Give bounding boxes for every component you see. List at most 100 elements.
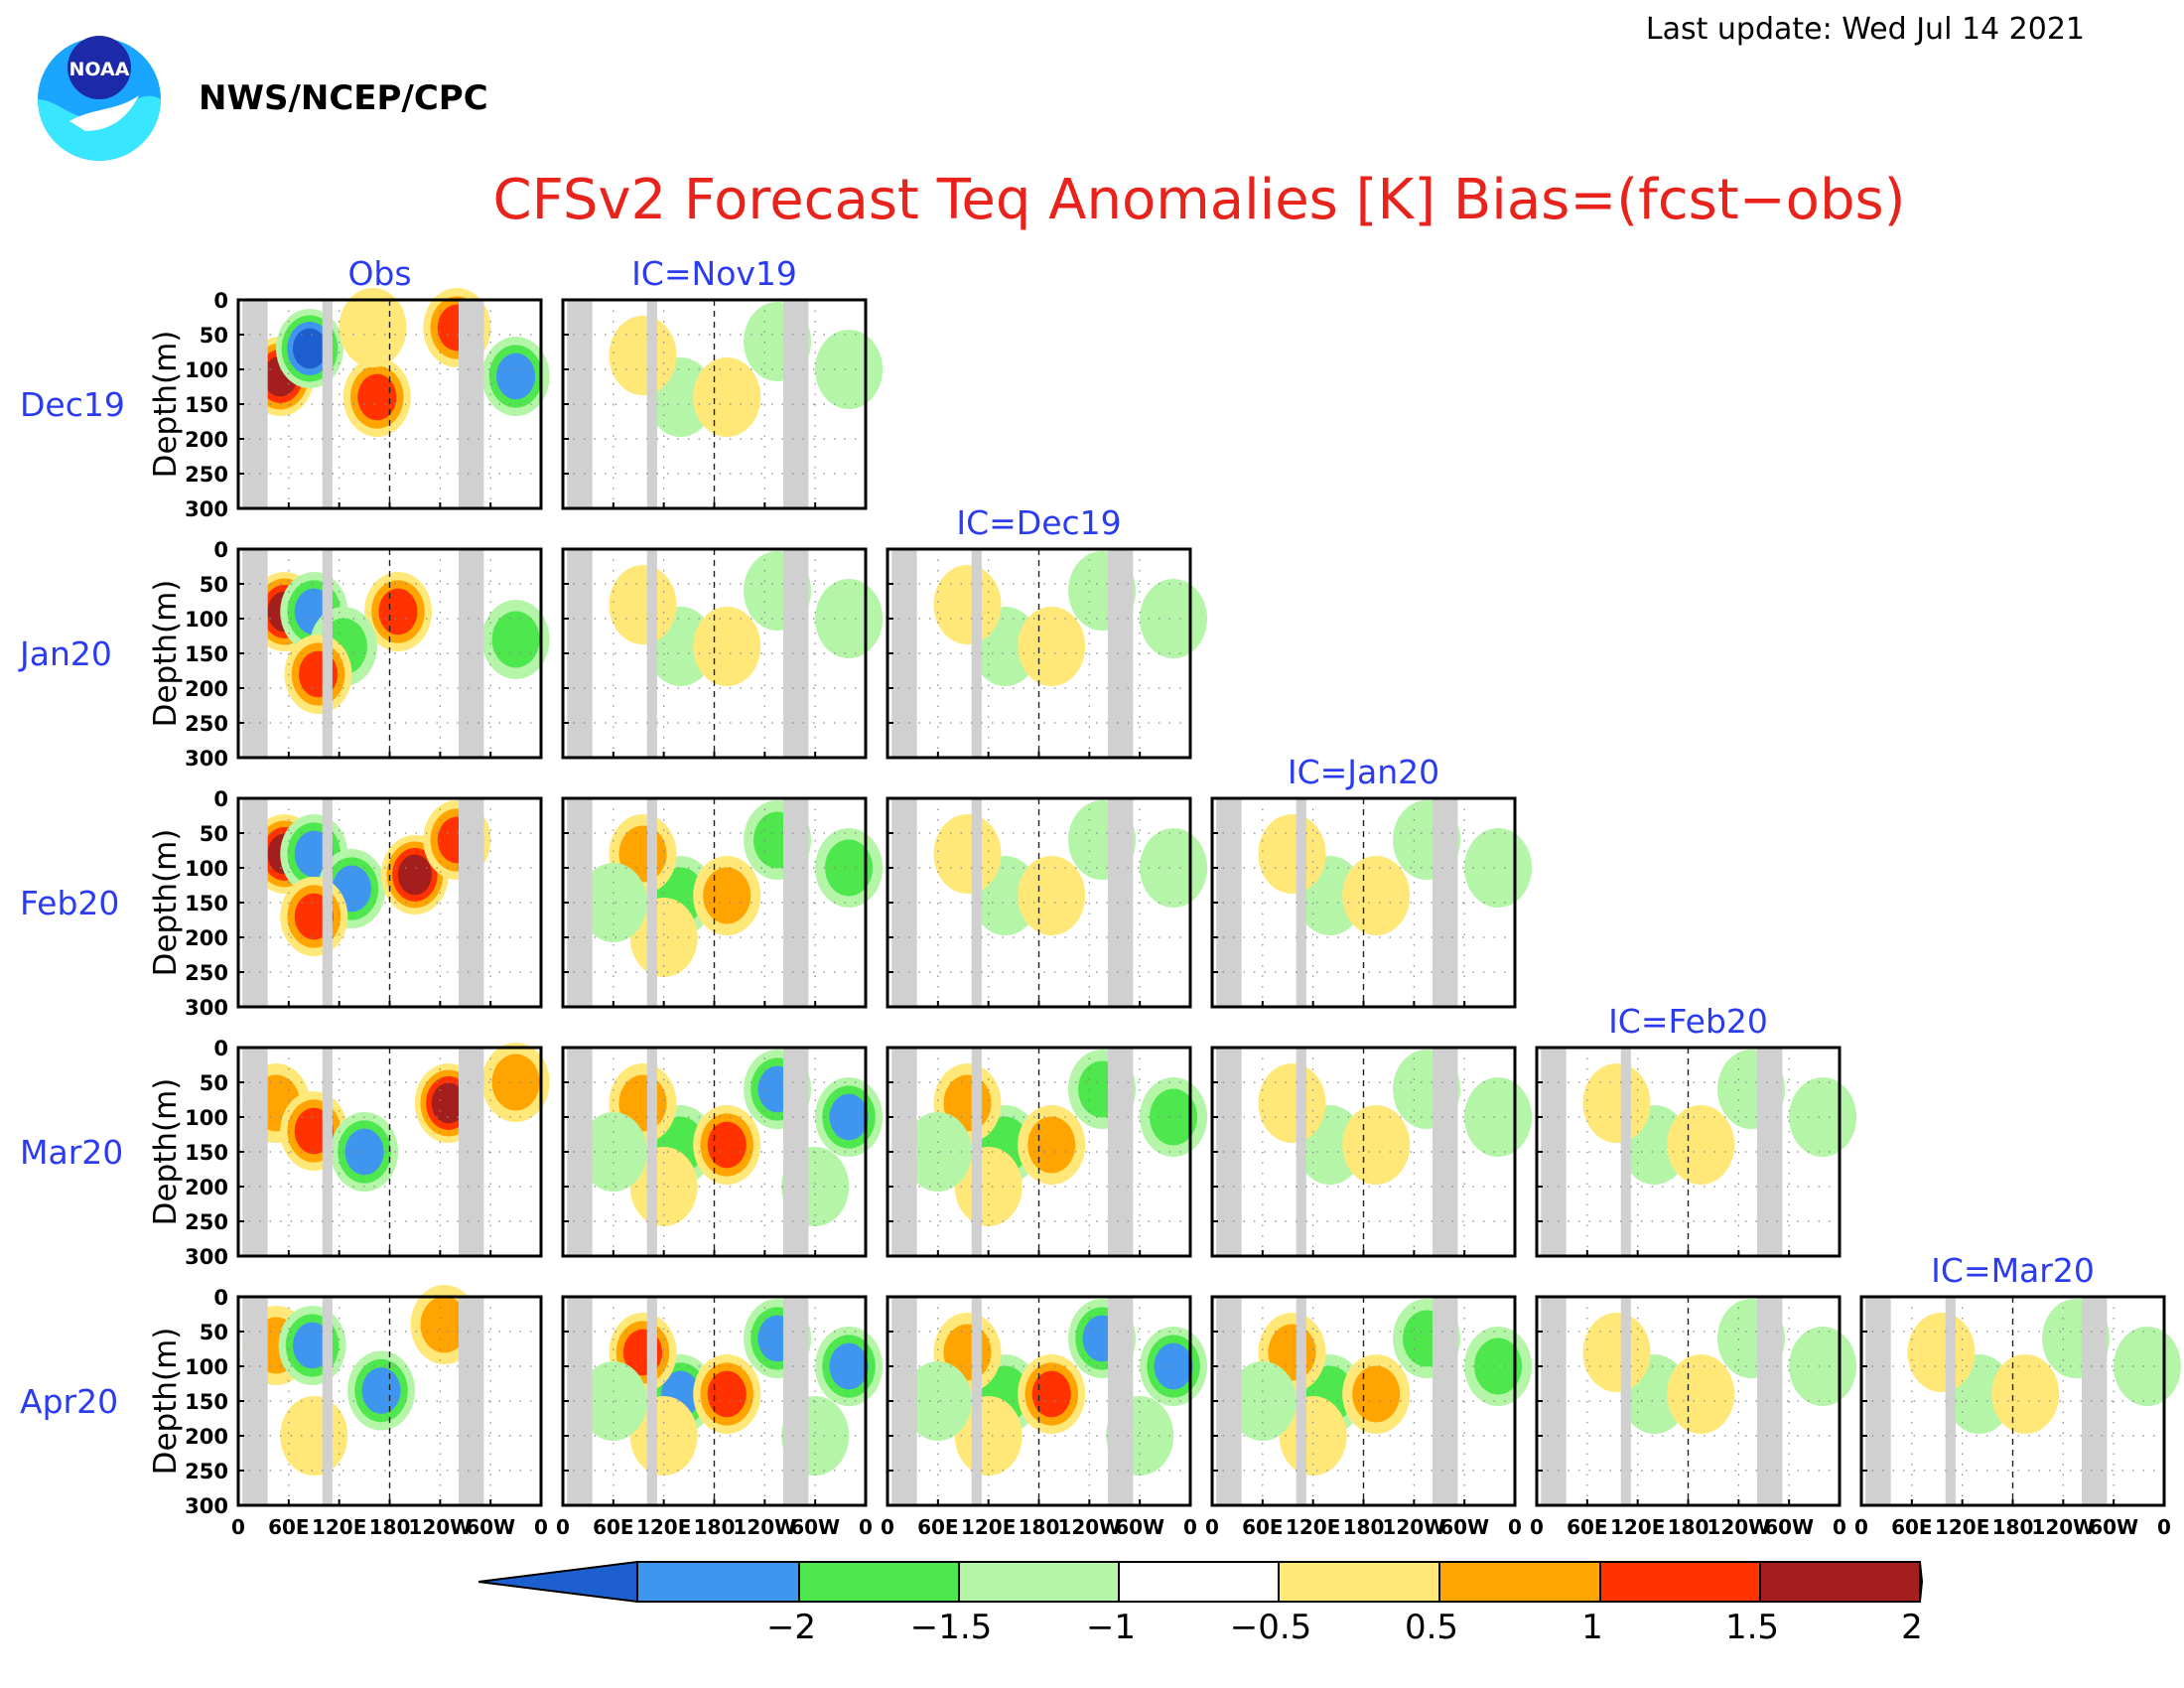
column-label: IC=Dec19 [956, 503, 1121, 542]
panel-r2-c1 [561, 796, 884, 1009]
y-tick-label: 250 [185, 463, 228, 487]
x-tick-label: 60W [1439, 1515, 1489, 1539]
land-band [782, 798, 809, 1007]
land-band [1296, 1048, 1306, 1256]
anomaly-contour [609, 316, 677, 395]
land-band [891, 549, 917, 758]
land-band [1296, 798, 1306, 1007]
y-tick-label: 150 [185, 1390, 228, 1414]
anomaly-contour [707, 1370, 747, 1418]
colorbar-segment [1278, 1561, 1440, 1603]
land-band [891, 1297, 917, 1505]
anomaly-contour [361, 1367, 401, 1414]
land-band [1541, 1048, 1567, 1256]
anomaly-contour [1464, 828, 1533, 908]
anomaly-contour [2114, 1327, 2182, 1406]
y-axis-label: Depth(m) [148, 580, 184, 728]
x-tick-label: 0 [1205, 1515, 1219, 1539]
land-band [242, 798, 268, 1007]
anomaly-contour [933, 814, 1002, 894]
land-band [1865, 1297, 1891, 1505]
x-tick-label: 60E [917, 1515, 959, 1539]
panel-r4-c4 [1535, 1295, 1857, 1507]
land-band [1107, 549, 1134, 758]
anomaly-contour [1140, 828, 1208, 908]
anomaly-contour [1342, 1105, 1411, 1185]
x-tick-label: 60W [790, 1515, 840, 1539]
y-tick-label: 50 [200, 324, 228, 348]
anomaly-contour [933, 565, 1002, 644]
land-band [322, 1048, 333, 1256]
land-band [646, 1297, 657, 1505]
y-tick-label: 0 [213, 787, 228, 811]
x-tick-label: 0 [1833, 1515, 1846, 1539]
anomaly-contour [357, 373, 397, 421]
land-band [567, 549, 593, 758]
x-tick-label: 60W [466, 1515, 515, 1539]
x-tick-label: 180 [369, 1515, 411, 1539]
x-tick-label: 180 [1668, 1515, 1709, 1539]
x-tick-label: 120W [2031, 1515, 2095, 1539]
anomaly-contour [1279, 1396, 1347, 1476]
y-tick-label: 50 [200, 822, 228, 846]
anomaly-contour [954, 1147, 1023, 1226]
anomaly-contour [703, 867, 751, 924]
land-band [458, 549, 484, 758]
land-band [1296, 1297, 1306, 1505]
y-tick-label: 50 [200, 1321, 228, 1344]
anomaly-contour [292, 328, 328, 369]
y-tick-label: 50 [200, 1071, 228, 1095]
anomaly-contour [420, 1296, 469, 1353]
x-tick-label: 60E [593, 1515, 634, 1539]
panel-r4-c0 [236, 1285, 543, 1507]
anomaly-contour [829, 1093, 869, 1141]
anomaly-contour [378, 588, 418, 635]
land-band [1756, 1048, 1783, 1256]
x-tick-label: 0 [556, 1515, 570, 1539]
anomaly-contour [293, 1322, 333, 1369]
anomaly-contour [1907, 1313, 1976, 1392]
x-tick-label: 120E [1610, 1515, 1665, 1539]
panel-r3-c2 [886, 1046, 1208, 1258]
land-band [567, 798, 593, 1007]
x-tick-label: 120E [636, 1515, 691, 1539]
land-band [567, 300, 593, 508]
x-tick-label: 0 [534, 1515, 548, 1539]
land-band [1216, 1297, 1242, 1505]
anomaly-contour [1018, 856, 1086, 935]
panel-r1-c1 [561, 547, 884, 760]
anomaly-contour [1258, 814, 1326, 894]
land-band [646, 549, 657, 758]
anomaly-contour [431, 1082, 466, 1124]
land-band [891, 798, 917, 1007]
y-tick-label: 300 [185, 1245, 228, 1269]
panel-r4-c3 [1210, 1295, 1533, 1507]
land-band [782, 300, 809, 508]
colorbar: −2 −1.5 −1 −0.5 0.5 1 1.5 2 [478, 1560, 1924, 1647]
colorbar-segment [798, 1561, 960, 1603]
land-band [1216, 798, 1242, 1007]
land-band [1756, 1297, 1783, 1505]
anomaly-contour [825, 839, 874, 897]
anomaly-contour [1991, 1354, 2060, 1434]
colorbar-arrow-low [478, 1560, 638, 1604]
land-band [1541, 1297, 1567, 1505]
logo-text: NOAA [69, 59, 130, 80]
x-tick-label: 60E [1242, 1515, 1284, 1539]
colorbar-tick-label: −1.5 [910, 1608, 993, 1647]
x-tick-label: 60E [268, 1515, 310, 1539]
x-tick-label: 60E [1567, 1515, 1608, 1539]
anomaly-contour [1342, 856, 1411, 935]
colorbar-segment [958, 1561, 1120, 1603]
column-label: IC=Mar20 [1931, 1251, 2095, 1290]
anomaly-contour [1150, 1088, 1198, 1146]
land-band [971, 1297, 982, 1505]
panel-r3-c1 [561, 1046, 884, 1258]
y-tick-label: 200 [185, 1425, 228, 1449]
x-tick-label: 60W [1764, 1515, 1814, 1539]
panel-r3-c3 [1210, 1046, 1533, 1258]
y-tick-label: 300 [185, 1494, 228, 1518]
y-tick-label: 250 [185, 1210, 228, 1234]
agency-label: NWS/NCEP/CPC [199, 78, 488, 118]
